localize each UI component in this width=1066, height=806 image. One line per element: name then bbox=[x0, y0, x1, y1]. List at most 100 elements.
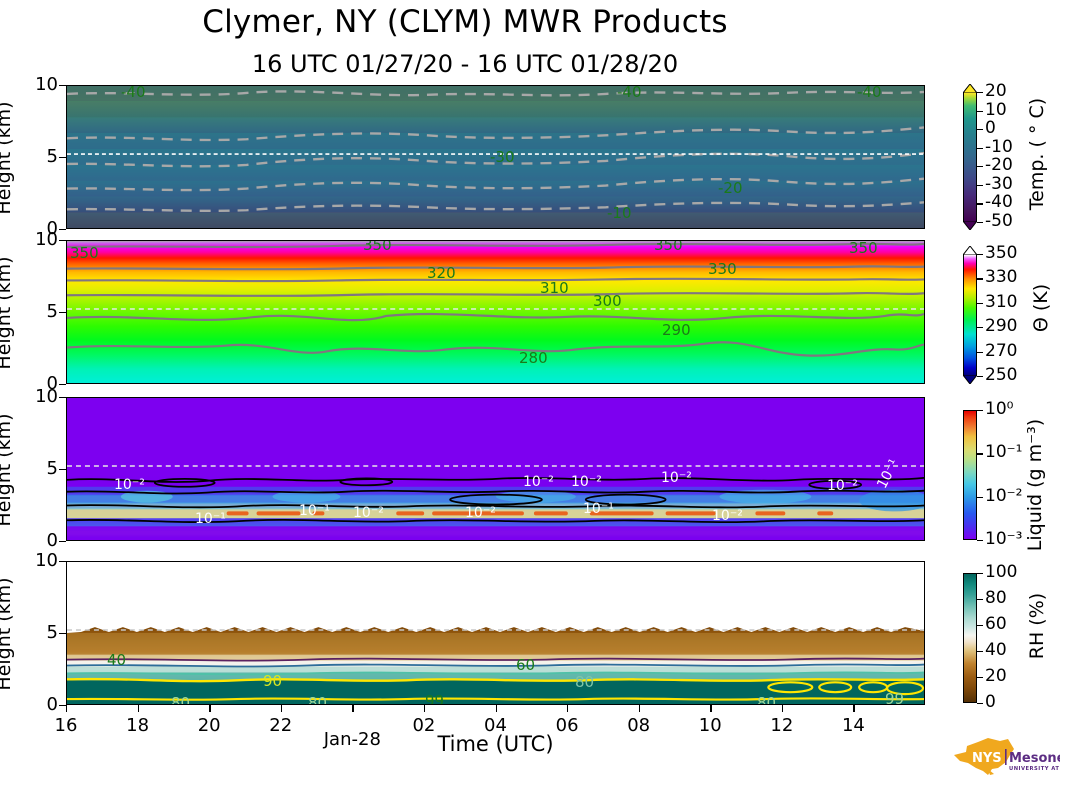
contour-label: 10⁻¹ bbox=[195, 511, 226, 527]
colorbar-tick-label: 10⁻³ bbox=[985, 529, 1023, 549]
colorbar-tick-label: 350 bbox=[985, 243, 1018, 263]
contour-label: 10⁻² bbox=[523, 474, 554, 490]
x-tick-mark bbox=[638, 705, 641, 712]
logo-university-text: UNIVERSITY AT ALBANY bbox=[1009, 766, 1060, 772]
y-tick-mark bbox=[59, 384, 66, 386]
colorbar-tick-label: 40 bbox=[985, 640, 1007, 660]
y-tick-mark bbox=[59, 633, 66, 635]
colorbar-tick-mark bbox=[977, 496, 983, 498]
x-tick-mark bbox=[352, 705, 354, 712]
colorbar-tick-label: -10 bbox=[985, 136, 1013, 157]
colorbar-tick-label: -30 bbox=[985, 173, 1013, 194]
rh-heatmap bbox=[67, 562, 924, 704]
y-tick-mark bbox=[59, 157, 66, 159]
x-tick-label: 12 bbox=[770, 715, 794, 736]
colorbar-tick-label: 10 bbox=[985, 99, 1007, 120]
colorbar-arrow-down bbox=[963, 221, 977, 230]
x-tick-mark bbox=[209, 705, 211, 712]
contour-label: 10⁻² bbox=[712, 508, 743, 524]
x-tick-label: 18 bbox=[126, 715, 150, 736]
y-tick-mark bbox=[59, 229, 66, 231]
contour-label: 80 bbox=[757, 694, 777, 705]
y-axis-label: Height (km) bbox=[0, 577, 15, 691]
page-subtitle: 16 UTC 01/27/20 - 16 UTC 01/28/20 bbox=[251, 50, 679, 78]
x-tick-label: 20 bbox=[197, 715, 221, 736]
colorbar-tick-label: 100 bbox=[985, 562, 1018, 582]
colorbar-tick-mark bbox=[977, 453, 983, 455]
colorbar-tick-label: 20 bbox=[985, 81, 1007, 101]
x-tick-label: 22 bbox=[269, 715, 293, 736]
colorbar-tick-mark bbox=[977, 278, 983, 280]
y-tick-mark bbox=[59, 561, 66, 563]
nys-mesonet-logo: NYS Mesonet UNIVERSITY AT ALBANY bbox=[948, 735, 1066, 781]
colorbar-tick-mark bbox=[977, 703, 983, 705]
y-tick-label: 0 bbox=[46, 694, 58, 715]
contour-label: 10⁻¹ bbox=[583, 501, 614, 517]
contour-label: 80 bbox=[171, 694, 191, 705]
page-title: Clymer, NY (CLYM) MWR Products bbox=[202, 4, 728, 40]
colorbar-tick-mark bbox=[977, 573, 983, 575]
x-tick-label: 14 bbox=[841, 715, 865, 736]
colorbar-tick-label: 80 bbox=[985, 588, 1007, 608]
colorbar-tick-mark bbox=[977, 410, 983, 412]
colorbar-tick-mark bbox=[977, 327, 983, 329]
y-tick-label: 10 bbox=[35, 550, 58, 571]
contour-label: 280 bbox=[519, 349, 548, 367]
contour-label: 310 bbox=[540, 279, 569, 297]
contour-label: 10⁻² bbox=[353, 505, 384, 521]
contour-label: 40 bbox=[107, 651, 127, 669]
colorbar-tick-mark bbox=[977, 110, 983, 112]
colorbar-tick-label: 250 bbox=[985, 365, 1018, 385]
contour-label: 320 bbox=[427, 264, 456, 282]
contour-label: 330 bbox=[708, 260, 737, 278]
contour-label: 60 bbox=[516, 656, 536, 674]
colorbar-tick-label: -20 bbox=[985, 155, 1013, 176]
x-tick-mark bbox=[710, 705, 712, 712]
y-tick-mark bbox=[59, 85, 66, 87]
colorbar-arrow-down bbox=[963, 375, 977, 384]
contour-label: -40 bbox=[857, 85, 882, 101]
colorbar-arrow-up bbox=[963, 84, 977, 93]
contour-label: -40 bbox=[617, 85, 642, 101]
colorbar-tick-mark bbox=[977, 540, 983, 542]
contour-label: 99 bbox=[425, 692, 445, 705]
y-tick-label: 5 bbox=[46, 622, 58, 643]
y-axis-label: Height (km) bbox=[0, 101, 15, 215]
contour-label: 290 bbox=[662, 321, 691, 339]
y-tick-mark bbox=[59, 312, 66, 314]
colorbar-tick-label: 0 bbox=[985, 692, 996, 712]
colorbar-tick-label: 20 bbox=[985, 666, 1007, 686]
contour-label: -20 bbox=[718, 179, 743, 197]
x-tick-mark bbox=[567, 705, 569, 712]
y-tick-mark bbox=[59, 541, 66, 543]
panel-relative-humidity: 40 60 90 80 80 80 99 80 99 bbox=[66, 561, 925, 705]
contour-label: 90 bbox=[263, 672, 283, 690]
y-tick-label: 5 bbox=[46, 146, 58, 167]
x-tick-mark bbox=[66, 705, 68, 712]
colorbar-label: Liquid (g m⁻³) bbox=[1024, 418, 1046, 552]
colorbar-tick-mark bbox=[977, 651, 983, 653]
colorbar-tick-label: 10⁻¹ bbox=[985, 442, 1023, 463]
colorbar-tick-mark bbox=[977, 302, 983, 304]
y-tick-mark bbox=[59, 397, 66, 399]
colorbar-tick-label: 0 bbox=[985, 118, 996, 139]
logo-mesonet-text: Mesonet bbox=[1009, 751, 1060, 766]
colorbar-tick-mark bbox=[977, 203, 983, 205]
contour-label: 99 bbox=[885, 690, 905, 705]
colorbar-tick-label: 310 bbox=[985, 291, 1018, 312]
colorbar-tick-mark bbox=[977, 129, 983, 131]
x-tick-label: 10 bbox=[698, 715, 722, 736]
y-tick-mark bbox=[59, 240, 66, 242]
colorbar-tick-label: -40 bbox=[985, 192, 1013, 213]
panel-potential-temperature: 350 350 350 350 330 320 310 300 290 280 bbox=[66, 240, 925, 384]
contour-label: 10⁻² bbox=[571, 474, 602, 490]
contour-label: 10⁻² bbox=[465, 505, 496, 521]
colorbar-label: RH (%) bbox=[1026, 592, 1048, 660]
colorbar-tick-label: -50 bbox=[985, 211, 1013, 231]
colorbar-tick-label: 10⁻² bbox=[985, 485, 1023, 506]
contour-label: 350 bbox=[654, 240, 683, 254]
x-tick-mark bbox=[137, 705, 139, 712]
x-axis-label: Time (UTC) bbox=[437, 732, 554, 756]
y-tick-mark bbox=[59, 705, 66, 707]
panel-temperature: -40 -40 -40 -30 -20 -10 bbox=[66, 85, 925, 229]
